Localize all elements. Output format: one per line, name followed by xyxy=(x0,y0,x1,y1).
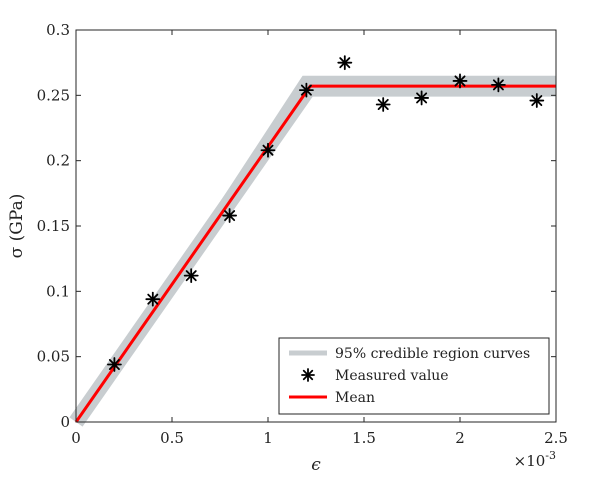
axis-ticks: 0 0.5 1 1.5 2 2.5 0 0.05 0.1 0.15 0.2 0.25 0.3 xyxy=(37,21,568,447)
y-tick-label: 0.3 xyxy=(46,21,70,39)
legend-swatch-marker xyxy=(301,368,315,382)
legend-label: Measured value xyxy=(335,368,449,384)
measured-point xyxy=(145,291,161,307)
measured-markers xyxy=(107,55,545,372)
measured-point xyxy=(222,208,238,223)
measured-point xyxy=(298,82,314,98)
legend-label: Mean xyxy=(335,390,375,406)
measured-point xyxy=(529,93,545,108)
measured-point xyxy=(490,77,506,93)
measured-point xyxy=(452,73,468,89)
x-tick-label: 0.5 xyxy=(160,429,184,447)
legend-entry: 95% credible region curves xyxy=(289,346,530,362)
x-axis-label: ϵ xyxy=(311,455,321,475)
x-tick-label: 0 xyxy=(71,429,81,447)
y-tick-label: 0.1 xyxy=(46,282,70,300)
x-tick-label: 2.5 xyxy=(544,429,568,447)
y-tick-label: 0.2 xyxy=(46,152,70,170)
x-tick-label: 2 xyxy=(455,429,465,447)
measured-point xyxy=(183,268,199,284)
measured-point xyxy=(375,97,391,112)
y-tick-label: 0 xyxy=(60,413,70,431)
measured-point xyxy=(107,357,122,372)
legend: 95% credible region curves Measured value… xyxy=(278,337,550,415)
measured-point xyxy=(414,90,430,106)
y-tick-label: 0.15 xyxy=(37,217,70,235)
legend-label: 95% credible region curves xyxy=(335,346,530,362)
legend-entry: Mean xyxy=(289,390,375,406)
y-tick-label: 0.05 xyxy=(37,348,70,366)
x-exponent-base: ×10 xyxy=(514,452,546,470)
x-tick-label: 1.5 xyxy=(352,429,376,447)
y-axis-label: σ (GPa) xyxy=(7,194,27,259)
x-tick-label: 1 xyxy=(263,429,273,447)
y-tick-label: 0.25 xyxy=(37,86,70,104)
x-exponent-power: -3 xyxy=(545,449,556,462)
legend-entry: Measured value xyxy=(301,368,449,384)
measured-point xyxy=(260,142,276,158)
measured-point xyxy=(337,55,353,71)
x-axis-exponent: ×10-3 xyxy=(514,449,556,470)
